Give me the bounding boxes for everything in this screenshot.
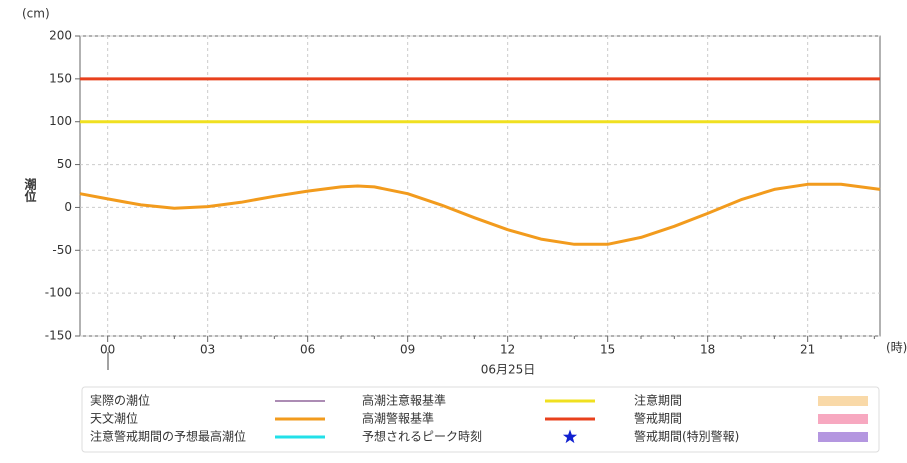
x-unit: (時) bbox=[886, 341, 907, 355]
x-tick-label: 03 bbox=[200, 343, 215, 357]
y-tick-label: -150 bbox=[45, 329, 72, 343]
legend-label: 高潮警報基準 bbox=[362, 411, 434, 426]
legend-swatch bbox=[818, 396, 868, 406]
x-tick-label: 06 bbox=[300, 343, 315, 357]
x-tick-label: 09 bbox=[400, 343, 415, 357]
legend-label: 警戒期間 bbox=[634, 411, 682, 426]
legend-label: 警戒期間(特別警報) bbox=[634, 429, 739, 444]
legend-swatch bbox=[562, 429, 578, 444]
y-tick-label: 200 bbox=[49, 29, 72, 43]
legend-label: 予想されるピーク時刻 bbox=[362, 429, 482, 444]
legend-label: 注意警戒期間の予想最高潮位 bbox=[90, 429, 246, 444]
y-tick-label: 150 bbox=[49, 71, 72, 85]
legend-label: 実際の潮位 bbox=[90, 393, 150, 408]
legend-label: 天文潮位 bbox=[90, 411, 138, 426]
y-tick-label: -100 bbox=[45, 286, 72, 300]
series-line bbox=[79, 182, 881, 246]
y-tick-label: 100 bbox=[49, 114, 72, 128]
y-unit: (cm) bbox=[22, 7, 50, 21]
legend-label: 注意期間 bbox=[634, 393, 682, 408]
x-tick-label: 18 bbox=[700, 343, 715, 357]
legend-swatch bbox=[818, 414, 868, 424]
y-tick-label: -50 bbox=[52, 243, 72, 257]
legend-label: 高潮注意報基準 bbox=[362, 393, 446, 408]
x-tick-label: 15 bbox=[600, 343, 615, 357]
x-tick-label: 12 bbox=[500, 343, 515, 357]
legend-swatch bbox=[818, 432, 868, 442]
plot-frame bbox=[79, 35, 881, 337]
y-tick-label: 0 bbox=[64, 200, 72, 214]
x-axis-label: 06月25日 bbox=[481, 363, 536, 377]
y-tick-label: 50 bbox=[57, 157, 72, 171]
x-tick-label: 21 bbox=[800, 343, 815, 357]
y-axis-label: 潮位 bbox=[23, 177, 37, 203]
x-tick-label: 00 bbox=[100, 343, 115, 357]
